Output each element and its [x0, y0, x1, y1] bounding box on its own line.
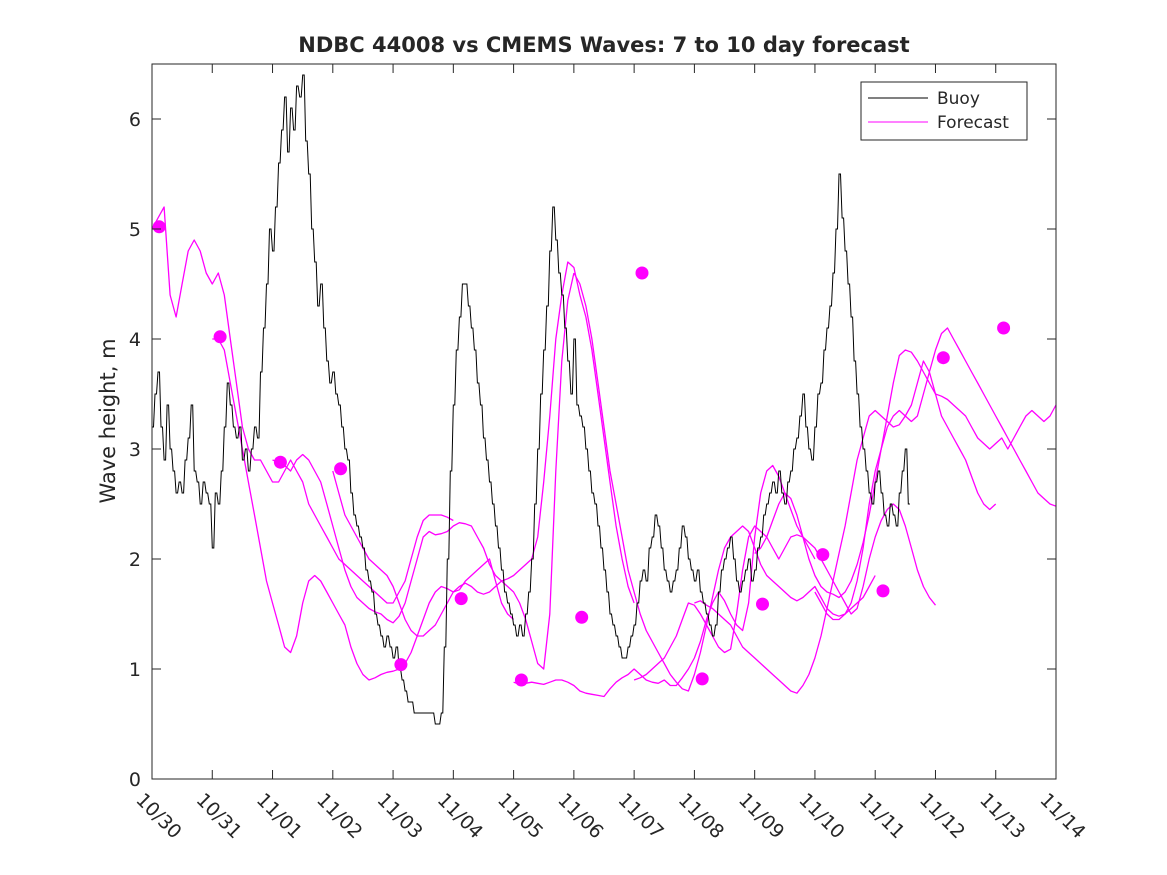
y-tick-label: 2	[129, 549, 141, 571]
plot-area	[151, 63, 1057, 780]
y-tick-label: 0	[129, 769, 141, 791]
legend-box	[860, 81, 1028, 141]
forecast-start-marker-10	[695, 672, 709, 686]
forecast-start-marker-15	[997, 321, 1011, 335]
forecast-line-5	[513, 464, 816, 698]
y-tick-label: 4	[129, 329, 141, 351]
forecast-line-8	[694, 360, 997, 694]
forecast-start-marker-1	[152, 220, 166, 234]
forecast-line-1	[151, 206, 454, 604]
forecast-start-marker-4	[334, 462, 348, 476]
forecast-series-group	[151, 206, 1057, 698]
forecast-start-marker-7	[514, 673, 528, 687]
y-tick-label: 5	[129, 219, 141, 241]
forecast-start-marker-14	[936, 351, 950, 365]
y-tick-label: 1	[129, 659, 141, 681]
forecast-start-marker-12	[816, 548, 830, 562]
legend-buoy-label: Buoy	[937, 89, 980, 109]
y-axis: 0 1 2 3 4 5 6	[129, 109, 1056, 791]
forecast-line-7	[633, 503, 937, 681]
y-tick-label: 3	[129, 439, 141, 461]
chart-title: NDBC 44008 vs CMEMS Waves: 7 to 10 day f…	[298, 33, 909, 57]
forecast-start-markers	[152, 220, 1011, 687]
forecast-start-marker-9	[635, 266, 649, 280]
legend: Buoy Forecast	[860, 81, 1028, 141]
forecast-start-marker-8	[575, 610, 589, 624]
forecast-start-marker-11	[756, 597, 769, 611]
forecast-line-3	[272, 272, 575, 670]
forecast-line-9	[754, 349, 1057, 599]
forecast-line-10	[814, 327, 1057, 621]
forecast-start-marker-3	[273, 455, 287, 469]
y-axis-label: Wave height, m	[96, 338, 120, 503]
buoy-series-group	[152, 74, 910, 725]
buoy-line	[152, 74, 910, 725]
forecast-start-marker-6	[454, 592, 468, 606]
forecast-line-4	[332, 261, 635, 637]
legend-forecast-label: Forecast	[937, 113, 1009, 133]
plot-background	[152, 64, 1056, 779]
y-tick-label: 6	[129, 109, 141, 131]
forecast-start-marker-5	[394, 658, 408, 672]
axes-frame	[151, 63, 1057, 780]
forecast-start-marker-13	[876, 584, 890, 598]
forecast-start-marker-2	[213, 330, 227, 344]
forecast-line-6	[573, 272, 876, 692]
